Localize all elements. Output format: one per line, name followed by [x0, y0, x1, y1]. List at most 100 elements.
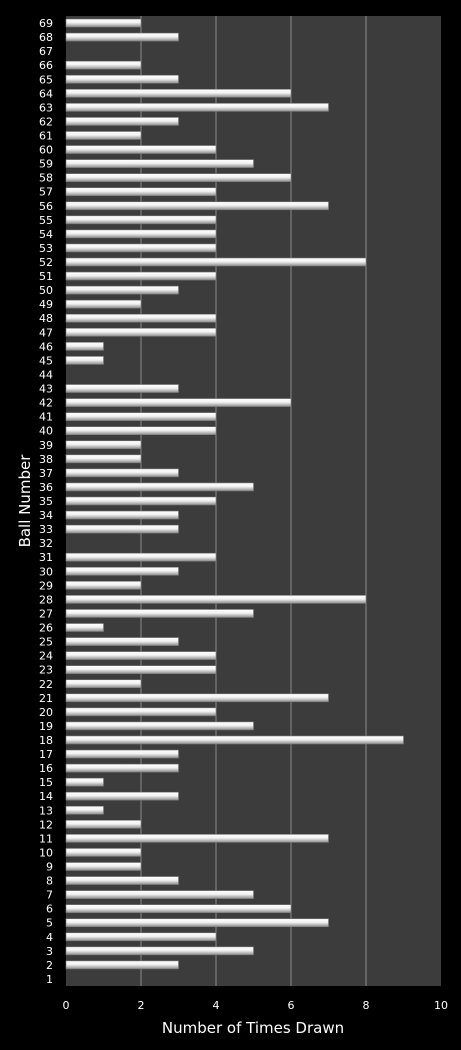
y-tick-label: 45 [39, 354, 53, 367]
bar-ball-58 [65, 173, 292, 182]
bar-ball-57 [65, 187, 217, 197]
bar-ball-33 [65, 524, 179, 534]
y-tick-label: 4 [46, 931, 53, 944]
x-axis-ticks: 0 2 4 6 8 10 [63, 999, 449, 1012]
bar-ball-25 [65, 637, 179, 646]
y-tick-label: 41 [39, 411, 53, 424]
y-axis-title: Ball Number [16, 454, 34, 548]
bar-ball-56 [65, 201, 329, 211]
bar-ball-29 [65, 581, 142, 590]
bar-ball-16 [65, 763, 179, 773]
bar-ball-39 [65, 440, 142, 450]
y-tick-label: 59 [39, 158, 53, 171]
y-tick-label: 54 [39, 228, 53, 241]
bar-ball-46 [65, 342, 104, 351]
y-tick-label: 20 [39, 706, 53, 719]
bar-ball-66 [65, 60, 142, 70]
bar-ball-36 [65, 482, 254, 492]
bar-ball-47 [65, 328, 217, 337]
bars [65, 18, 404, 970]
bar-ball-6 [65, 904, 292, 913]
y-tick-label: 21 [39, 692, 53, 705]
bar-ball-55 [65, 215, 217, 225]
bar-ball-50 [65, 285, 179, 295]
y-tick-label: 13 [39, 804, 53, 817]
bar-ball-26 [65, 623, 104, 632]
bar-ball-21 [65, 693, 329, 703]
y-tick-label: 47 [39, 326, 53, 339]
y-tick-label: 64 [39, 87, 53, 100]
bar-ball-28 [65, 595, 367, 604]
y-tick-label: 53 [39, 242, 53, 255]
bar-ball-18 [65, 735, 404, 745]
y-tick-label: 14 [39, 790, 53, 803]
bar-ball-41 [65, 412, 217, 421]
bar-ball-43 [65, 384, 179, 393]
bar-ball-62 [65, 117, 179, 126]
x-tick-label: 4 [213, 999, 220, 1012]
y-tick-label: 69 [39, 17, 53, 30]
y-tick-label: 2 [46, 959, 53, 972]
bar-ball-14 [65, 791, 179, 801]
y-tick-label: 7 [46, 889, 53, 902]
bar-ball-13 [65, 805, 104, 815]
bar-ball-23 [65, 665, 217, 674]
y-tick-label: 46 [39, 340, 53, 353]
x-tick-label: 10 [434, 999, 448, 1012]
bar-ball-27 [65, 609, 254, 618]
bar-ball-64 [65, 89, 292, 98]
bar-ball-69 [65, 18, 142, 28]
y-tick-label: 1 [46, 973, 53, 986]
bar-ball-68 [65, 32, 179, 42]
y-tick-label: 58 [39, 172, 53, 185]
y-tick-label: 48 [39, 312, 53, 325]
y-tick-label: 38 [39, 453, 53, 466]
y-tick-label: 62 [39, 115, 53, 128]
y-tick-label: 19 [39, 720, 53, 733]
y-tick-label: 17 [39, 748, 53, 761]
bar-ball-20 [65, 707, 217, 717]
bar-ball-49 [65, 299, 142, 309]
y-tick-label: 57 [39, 186, 53, 199]
y-tick-label: 12 [39, 818, 53, 831]
y-tick-label: 30 [39, 565, 53, 578]
bar-ball-15 [65, 777, 104, 787]
bar-ball-63 [65, 103, 329, 112]
y-tick-label: 24 [39, 650, 53, 663]
y-axis-ticks: 1234567891011121314151617181920212223242… [39, 17, 53, 986]
y-tick-label: 34 [39, 509, 53, 522]
y-tick-label: 9 [46, 861, 53, 874]
bar-ball-5 [65, 918, 329, 928]
y-tick-label: 43 [39, 383, 53, 396]
x-tick-label: 6 [288, 999, 295, 1012]
bar-ball-53 [65, 243, 217, 253]
y-tick-label: 22 [39, 678, 53, 691]
y-tick-label: 6 [46, 903, 53, 916]
x-tick-label: 2 [138, 999, 145, 1012]
bar-ball-65 [65, 74, 179, 84]
bar-ball-60 [65, 145, 217, 154]
bar-ball-11 [65, 834, 329, 843]
y-tick-label: 29 [39, 579, 53, 592]
y-tick-label: 8 [46, 875, 53, 888]
bar-ball-22 [65, 679, 142, 689]
y-tick-label: 42 [39, 397, 53, 410]
y-tick-label: 5 [46, 917, 53, 930]
y-tick-label: 37 [39, 467, 53, 480]
y-tick-label: 32 [39, 537, 53, 550]
y-tick-label: 56 [39, 200, 53, 213]
y-tick-label: 55 [39, 214, 53, 227]
y-tick-label: 15 [39, 776, 53, 789]
bar-ball-59 [65, 159, 254, 168]
y-tick-label: 39 [39, 439, 53, 452]
y-tick-label: 36 [39, 481, 53, 494]
y-tick-label: 33 [39, 523, 53, 536]
bar-ball-31 [65, 552, 217, 562]
bar-ball-17 [65, 749, 179, 759]
bar-ball-8 [65, 876, 179, 885]
x-tick-label: 0 [63, 999, 70, 1012]
y-tick-label: 3 [46, 945, 53, 958]
y-tick-label: 67 [39, 45, 53, 58]
bar-ball-7 [65, 890, 254, 899]
